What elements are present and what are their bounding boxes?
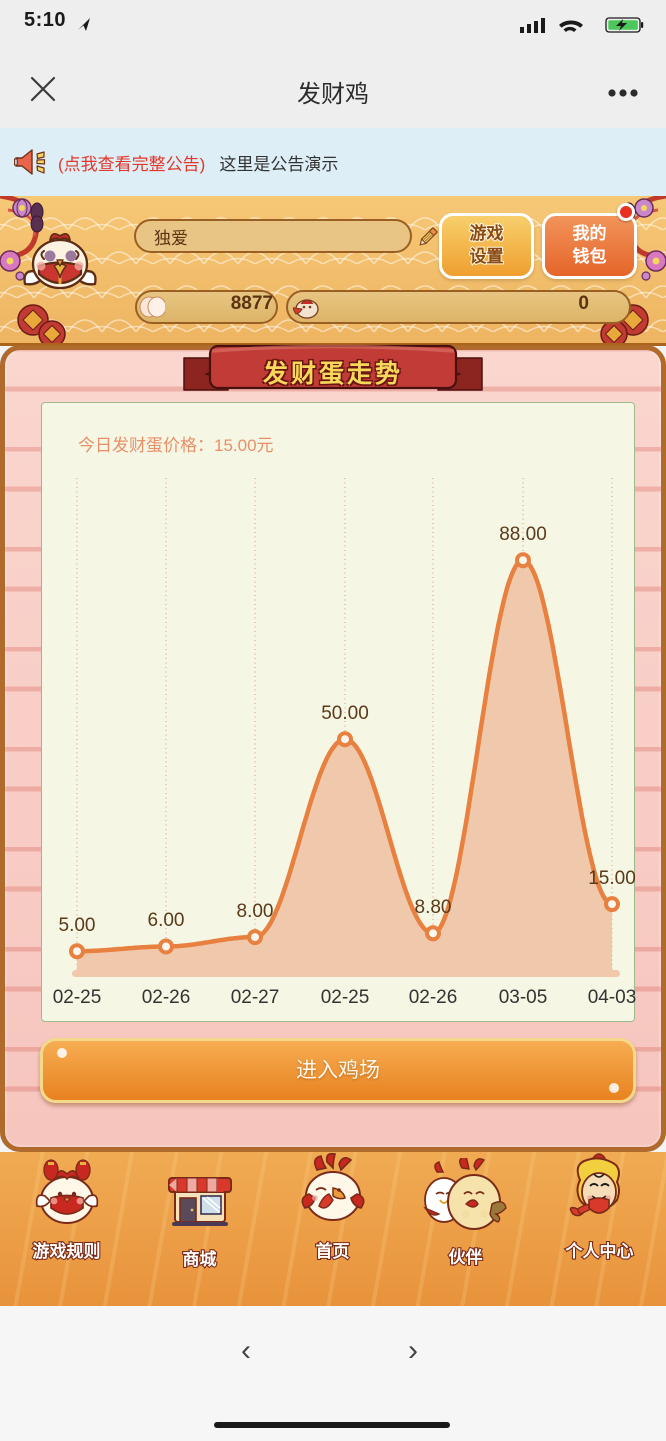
svg-text:02-27: 02-27 [231, 987, 280, 1008]
svg-text:6.00: 6.00 [148, 910, 185, 931]
svg-text:02-26: 02-26 [142, 987, 191, 1008]
svg-text:02-25: 02-25 [321, 987, 370, 1008]
svg-text:8.00: 8.00 [237, 901, 274, 922]
svg-text:04-03: 04-03 [588, 987, 636, 1008]
svg-text:15.00: 15.00 [588, 868, 636, 889]
svg-text:02-26: 02-26 [409, 987, 458, 1008]
svg-text:88.00: 88.00 [499, 524, 547, 545]
svg-text:02-25: 02-25 [53, 987, 102, 1008]
svg-text:5.00: 5.00 [59, 915, 96, 936]
svg-text:8.80: 8.80 [415, 897, 452, 918]
svg-text:50.00: 50.00 [321, 703, 369, 724]
svg-text:03-05: 03-05 [499, 987, 548, 1008]
